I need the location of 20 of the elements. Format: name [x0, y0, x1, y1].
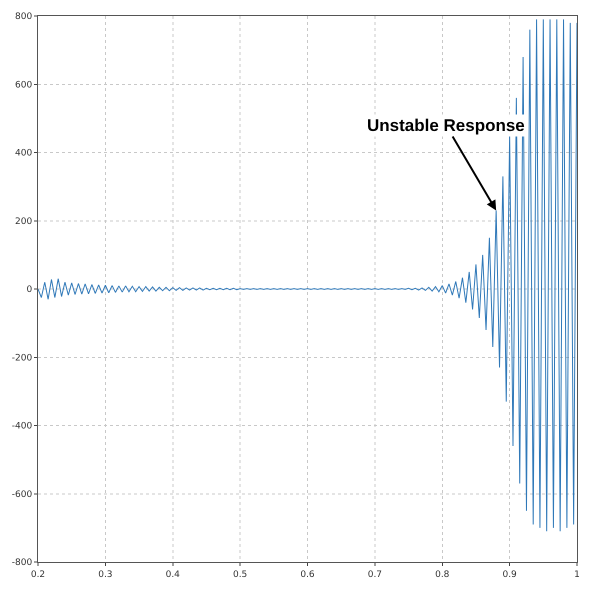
- x-tick-label: 0.6: [300, 570, 315, 580]
- line-series: [38, 18, 577, 532]
- x-tick-label: 0.8: [435, 570, 450, 580]
- y-tick-label: 400: [15, 148, 32, 159]
- x-tick-label: 0.2: [30, 570, 46, 580]
- x-tick-label: 0.3: [98, 570, 113, 580]
- y-tick-label: -400: [12, 422, 32, 432]
- annotation: Unstable Response: [367, 116, 525, 135]
- x-tick-label: 0.9: [502, 570, 518, 580]
- y-tick-label: 0: [26, 285, 32, 296]
- y-tick-label: -200: [12, 353, 32, 364]
- x-tick-label: 0.5: [232, 570, 248, 580]
- y-tick-label: -800: [12, 558, 32, 568]
- x-tick-label: 0.7: [368, 570, 382, 580]
- y-tick-label: 800: [15, 12, 32, 22]
- x-tick-label: 1: [574, 570, 580, 580]
- y-tick-label: 600: [15, 80, 32, 90]
- y-tick-label: -600: [12, 490, 32, 500]
- x-tick-label: 0.4: [166, 570, 180, 580]
- y-tick-label: 200: [15, 216, 32, 227]
